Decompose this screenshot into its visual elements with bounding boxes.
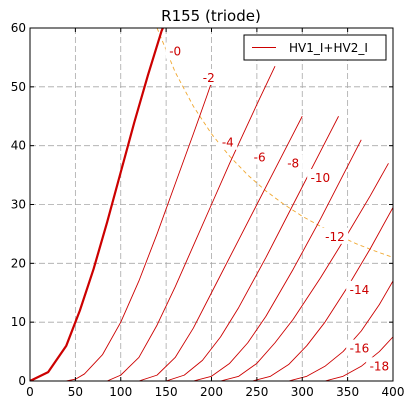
curve-label: -14: [350, 283, 370, 297]
curve-label-bg: [199, 69, 219, 86]
y-tick-label: 40: [11, 139, 26, 153]
series-line: [106, 66, 276, 381]
curve-label: -2: [203, 71, 215, 85]
series-line: [30, 28, 165, 381]
y-tick-label: 0: [18, 374, 26, 388]
series-line: [288, 280, 393, 381]
x-tick-label: 50: [68, 385, 83, 399]
curve-label-bg: [321, 227, 349, 244]
x-tick-label: 400: [382, 385, 405, 399]
max-dissipation-curve: [156, 28, 393, 258]
y-tick-label: 20: [11, 256, 26, 270]
curve-label: -16: [350, 342, 370, 356]
chart-title: R155 (triode): [161, 7, 261, 25]
curve-label: -8: [287, 156, 299, 170]
x-tick-label: 350: [336, 385, 359, 399]
series-line: [138, 116, 303, 381]
y-tick-label: 30: [11, 198, 26, 212]
series-line: [193, 139, 362, 381]
curve-label: -6: [254, 150, 266, 164]
curve-label: -18: [370, 359, 390, 373]
series-line: [252, 207, 393, 381]
axis-ticks: 0 50 100 150 200 250 300 350 400 0 10 20 30 40 50 60: [11, 21, 405, 399]
curve-label-bg: [366, 357, 393, 374]
curve-label-bg: [165, 42, 185, 59]
plate-curves: [30, 28, 393, 381]
curve-label-bg: [307, 169, 334, 186]
series-line: [324, 336, 393, 381]
curve-label-bg: [346, 339, 373, 356]
curve-label: -10: [311, 171, 331, 185]
x-tick-label: 300: [291, 385, 314, 399]
y-tick-label: 10: [11, 315, 26, 329]
x-tick-label: 250: [245, 385, 268, 399]
curve-label-bg: [218, 133, 238, 150]
x-tick-label: 100: [109, 385, 132, 399]
series-line: [66, 69, 217, 381]
curve-labels: -0 -2 -4 -6 -8 -10 -12 -14 -16-18: [165, 42, 393, 374]
curve-label-bg: [250, 148, 270, 165]
curve-label: -0: [169, 45, 181, 59]
x-tick-label: 0: [26, 385, 34, 399]
legend: HV1_I+HV2_I: [243, 34, 387, 61]
legend-entry-label: HV1_I+HV2_I: [289, 41, 368, 55]
x-tick-label: 150: [155, 385, 178, 399]
y-tick-label: 50: [11, 80, 26, 94]
curve-label: -12: [325, 230, 345, 244]
curve-label-bg: [346, 280, 373, 297]
y-tick-label: 60: [11, 21, 26, 35]
curve-label-bg: [283, 154, 303, 171]
series-line: [220, 163, 389, 381]
x-tick-label: 200: [200, 385, 223, 399]
curve-label: -4: [222, 136, 234, 150]
